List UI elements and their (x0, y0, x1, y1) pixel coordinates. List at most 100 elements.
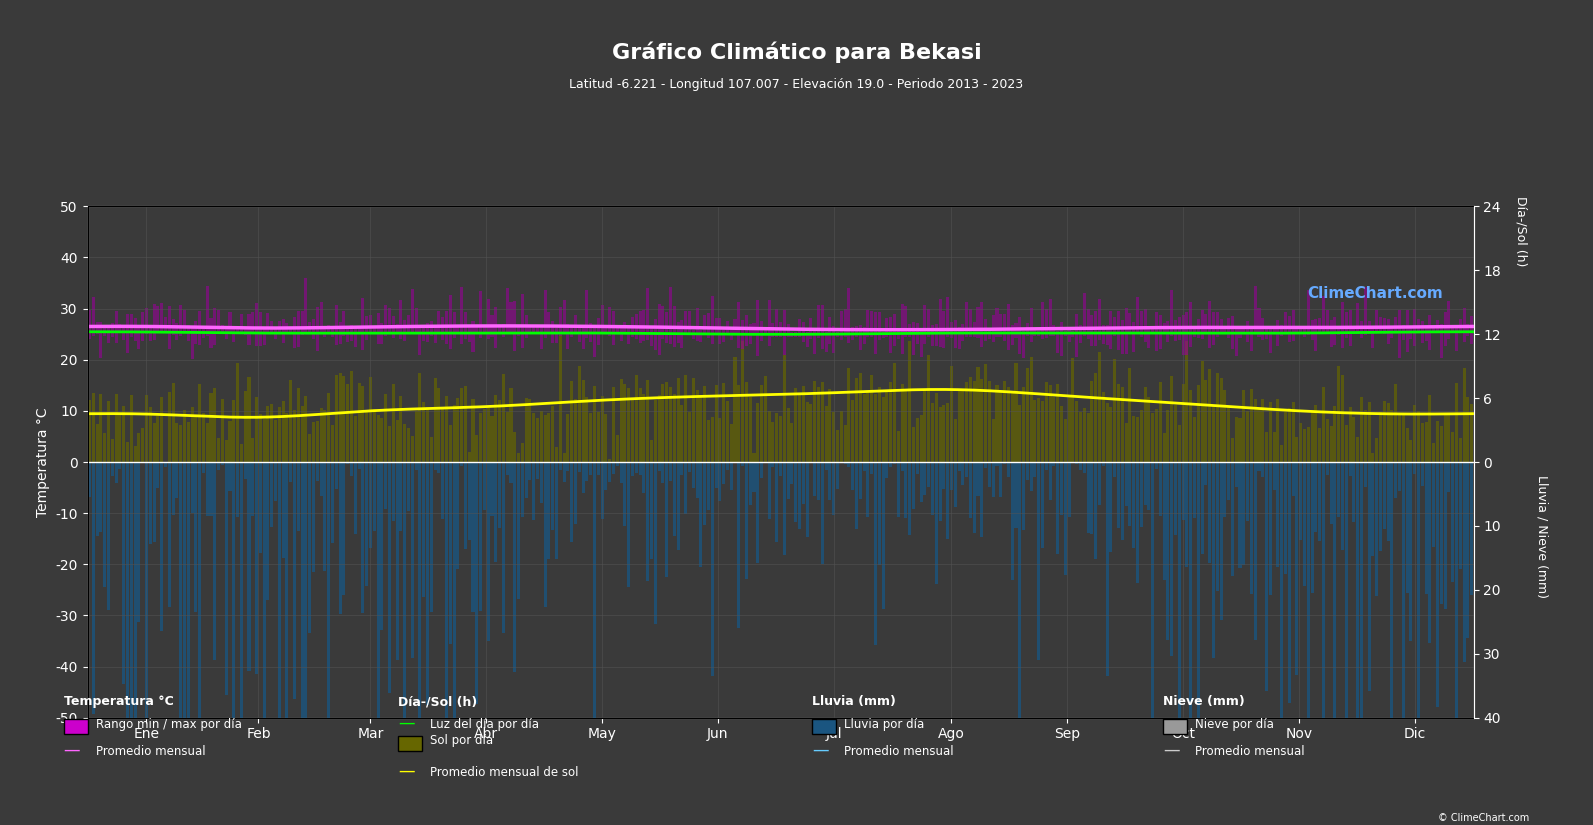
Bar (1053, 325, 1056, 336)
Bar (464, 313, 467, 338)
Bar (228, 421, 231, 462)
Bar (1257, 408, 1260, 462)
Bar (513, 301, 516, 351)
Bar (1391, 410, 1394, 462)
Bar (217, 462, 220, 470)
Bar (1246, 462, 1249, 521)
Bar (452, 462, 456, 774)
Bar (395, 420, 398, 462)
Bar (570, 462, 573, 542)
Bar (491, 416, 494, 462)
Bar (718, 462, 722, 502)
Bar (210, 318, 212, 348)
Bar (730, 330, 733, 341)
Bar (373, 409, 376, 462)
Bar (438, 462, 440, 473)
Bar (456, 324, 459, 332)
Bar (1429, 462, 1432, 644)
Bar (710, 462, 714, 676)
Bar (460, 462, 464, 466)
Bar (771, 462, 774, 467)
Bar (707, 314, 710, 338)
Bar (653, 400, 656, 462)
Bar (973, 462, 977, 533)
Bar (403, 320, 406, 341)
Bar (307, 322, 311, 334)
Bar (335, 375, 338, 462)
Bar (1182, 315, 1185, 355)
Bar (499, 399, 502, 462)
Bar (1265, 432, 1268, 462)
Bar (282, 318, 285, 342)
Bar (464, 386, 467, 462)
Bar (752, 453, 755, 462)
Bar (430, 321, 433, 336)
Bar (730, 462, 733, 490)
Bar (1405, 462, 1408, 593)
Bar (1276, 399, 1279, 462)
Bar (779, 462, 782, 476)
Bar (1204, 462, 1207, 485)
Bar (285, 412, 288, 462)
Bar (699, 330, 703, 342)
Bar (1155, 409, 1158, 462)
Bar (650, 462, 653, 559)
Bar (161, 304, 162, 333)
Bar (996, 462, 999, 466)
Bar (1394, 317, 1397, 333)
Bar (836, 332, 840, 337)
Bar (1459, 462, 1462, 568)
Bar (988, 381, 991, 462)
Bar (252, 462, 255, 516)
Bar (277, 408, 280, 462)
Bar (540, 411, 543, 462)
Bar (263, 419, 266, 462)
Bar (790, 332, 793, 337)
Bar (1018, 462, 1021, 750)
Bar (1102, 325, 1106, 344)
Bar (1300, 326, 1303, 333)
Bar (562, 462, 566, 482)
Bar (1364, 287, 1367, 335)
Bar (258, 462, 261, 553)
Bar (134, 446, 137, 462)
Bar (1059, 322, 1063, 356)
Bar (984, 462, 988, 468)
Bar (666, 312, 667, 343)
Bar (1322, 296, 1325, 333)
Bar (444, 395, 448, 462)
Bar (593, 385, 596, 462)
Bar (581, 326, 585, 349)
Bar (191, 328, 194, 359)
Bar (609, 459, 612, 462)
Bar (919, 462, 922, 502)
Bar (521, 462, 524, 517)
Bar (403, 462, 406, 825)
Bar (312, 462, 315, 572)
Bar (1117, 384, 1120, 462)
Bar (771, 422, 774, 462)
Bar (1147, 397, 1150, 462)
Bar (634, 314, 637, 339)
Bar (1034, 462, 1037, 477)
Bar (1177, 462, 1180, 723)
Bar (957, 462, 961, 471)
Bar (175, 423, 178, 462)
Bar (639, 462, 642, 474)
Bar (746, 315, 749, 346)
Bar (601, 462, 604, 519)
Bar (616, 328, 618, 333)
Bar (1349, 310, 1351, 346)
Bar (1193, 462, 1196, 518)
Text: —: — (398, 714, 414, 732)
Bar (760, 384, 763, 462)
Bar (1380, 412, 1383, 462)
Bar (954, 462, 957, 507)
Bar (1435, 421, 1438, 462)
Bar (1188, 302, 1192, 347)
Bar (867, 310, 870, 337)
Bar (532, 462, 535, 520)
Bar (1193, 417, 1196, 462)
Bar (806, 402, 809, 462)
Bar (357, 328, 360, 333)
